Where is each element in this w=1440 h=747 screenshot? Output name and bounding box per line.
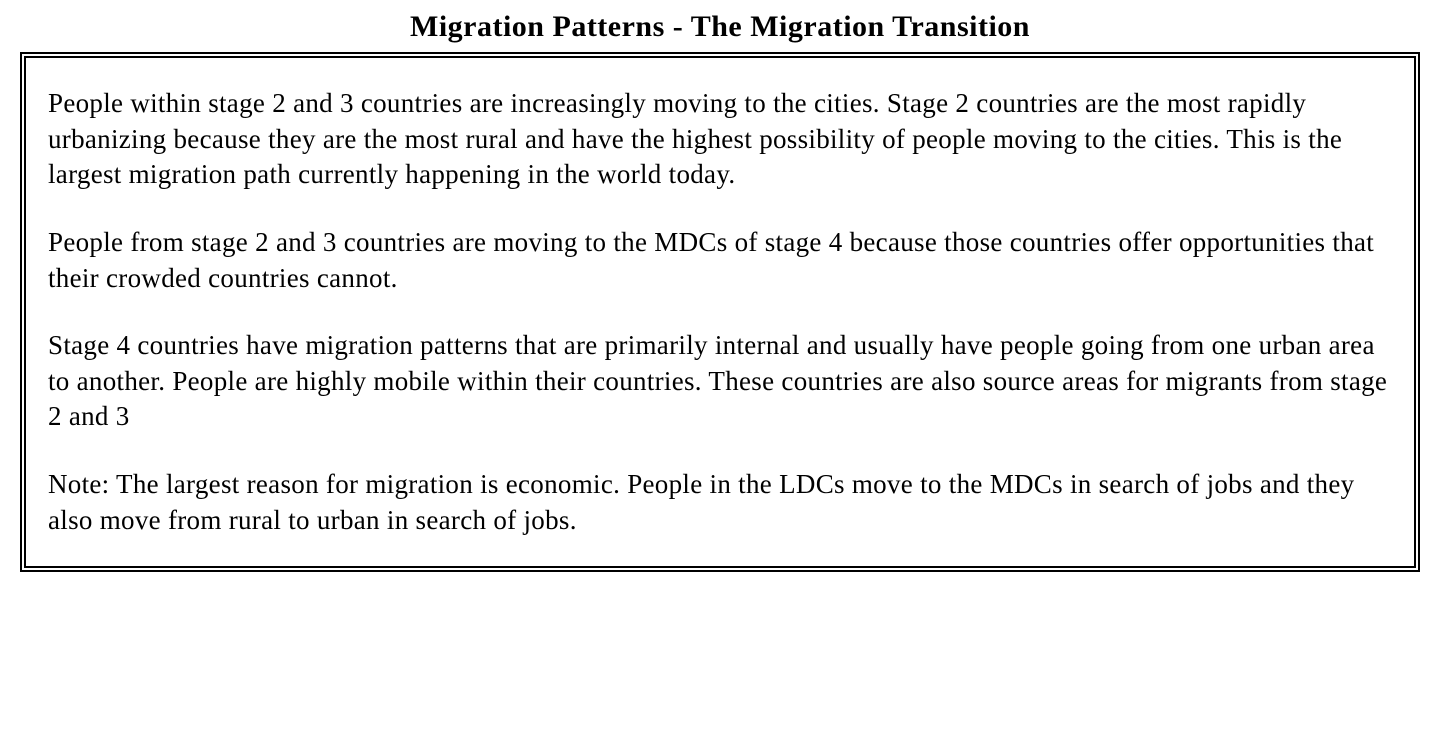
paragraph-4: Note: The largest reason for migration i…: [48, 467, 1392, 538]
paragraph-3: Stage 4 countries have migration pattern…: [48, 328, 1392, 435]
paragraph-2: People from stage 2 and 3 countries are …: [48, 225, 1392, 296]
content-box: People within stage 2 and 3 countries ar…: [20, 52, 1420, 572]
document-title: Migration Patterns - The Migration Trans…: [20, 10, 1420, 44]
paragraph-1: People within stage 2 and 3 countries ar…: [48, 86, 1392, 193]
